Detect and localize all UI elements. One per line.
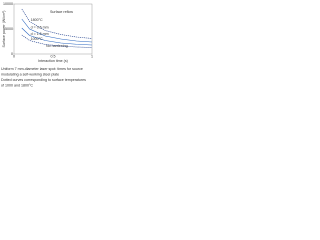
x-axis-label: Interaction time (s) — [38, 59, 68, 63]
y-tick-label: 0 — [11, 52, 13, 56]
series-line — [21, 8, 93, 39]
plot-frame — [13, 3, 93, 55]
series-label: d = 1.5 mm — [31, 32, 49, 36]
y-tick-label: 10000 — [3, 2, 13, 6]
series-line — [21, 27, 93, 46]
x-tick-label: 1 — [91, 54, 93, 58]
series-label: d = 0.5 mm — [31, 25, 49, 29]
caption-line: Uniform 7 mm-diameter laser spot: times … — [1, 67, 83, 71]
caption-line: of 1000 and 1800°C — [1, 83, 33, 87]
series-line — [21, 18, 93, 43]
annotation: Surface reflow — [50, 10, 73, 14]
y-tick-label: 5000 — [5, 27, 13, 31]
chart: Surface power (W/cm²) Interaction time (… — [1, 2, 93, 88]
annotation: No hardening — [46, 44, 68, 48]
y-axis-label: Surface power (W/cm²) — [2, 11, 6, 48]
series-label: 1800°C — [31, 18, 43, 22]
caption-line: modulating a self-working steel plate — [1, 72, 59, 76]
x-tick-label: 0.5 — [51, 54, 56, 58]
x-tick-label: 0 — [13, 54, 15, 58]
series-label: 1000°C — [31, 37, 43, 41]
caption-line: Dotted curves corresponding to surface t… — [1, 78, 86, 82]
